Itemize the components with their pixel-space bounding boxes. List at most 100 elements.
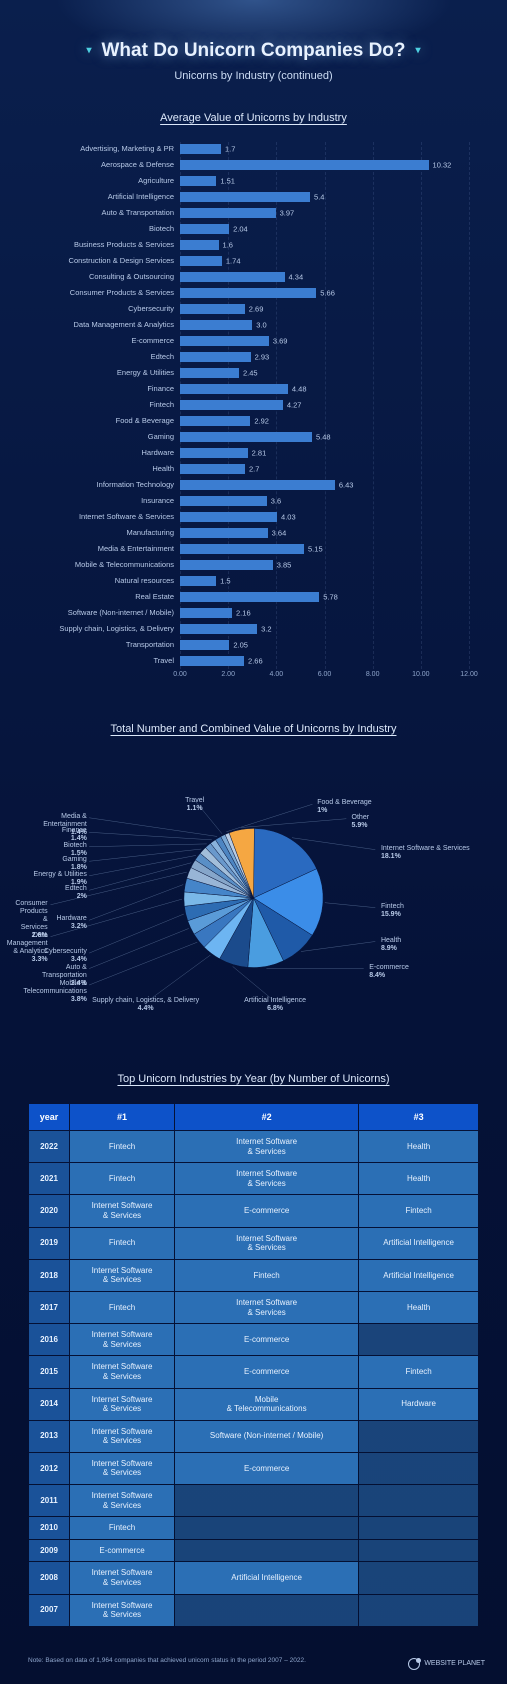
bar-label: Business Products & Services [28,240,180,249]
table-cell: 2016 [29,1324,69,1355]
bar [180,624,257,634]
bar-value: 2.16 [236,608,251,617]
x-tick: 0.00 [173,671,187,678]
bar-label: Consulting & Outsourcing [28,272,180,281]
bar [180,656,244,666]
bar-chart: Advertising, Marketing & PR1.7Aerospace … [28,142,479,683]
pie-label: Other5.9% [352,814,370,830]
footer-brand: WEBSITE PLANET [408,1658,485,1670]
table-cell: 2011 [29,1485,69,1516]
bar-value: 2.81 [252,448,267,457]
bar [180,432,312,442]
bar-row: Construction & Design Services1.74 [28,254,469,267]
main-title: What Do Unicorn Companies Do? [28,40,479,62]
bar-row: Finance4.48 [28,382,469,395]
bar-row: Biotech2.04 [28,222,469,235]
bar-label: Advertising, Marketing & PR [28,144,180,153]
bar-label: Auto & Transportation [28,208,180,217]
table-cell: Internet Software& Services [70,1356,174,1387]
table-cell: Internet Software& Services [70,1421,174,1452]
table-row: 2010Fintech [29,1517,478,1539]
bar-value: 1.51 [220,176,235,185]
bar-label: Food & Beverage [28,416,180,425]
bar [180,528,268,538]
bar-label: Consumer Products & Services [28,288,180,297]
pie-label: Fintech15.9% [381,903,404,919]
bar-value: 2.93 [255,352,270,361]
table-cell: Artificial Intelligence [175,1562,358,1593]
table-cell [359,1540,478,1562]
table-cell [359,1324,478,1355]
bar-row: Food & Beverage2.92 [28,414,469,427]
bar-label: Finance [28,384,180,393]
table-row: 2021FintechInternet Software& ServicesHe… [29,1163,478,1194]
table-cell [175,1540,358,1562]
bar-row: Aerospace & Defense10.32 [28,158,469,171]
table-cell [359,1562,478,1593]
bar-chart-title: Average Value of Unicorns by Industry [28,112,479,124]
bar [180,144,221,154]
table-cell [359,1421,478,1452]
table-cell [359,1485,478,1516]
table-cell: 2009 [29,1540,69,1562]
bar [180,368,239,378]
bar-label: E-commerce [28,336,180,345]
table-row: 2015Internet Software& ServicesE-commerc… [29,1356,478,1387]
bar [180,304,245,314]
bar-value: 1.5 [220,576,230,585]
bar-row: Media & Entertainment5.15 [28,542,469,555]
table-cell: Mobile& Telecommunications [175,1389,358,1420]
bar-row: Internet Software & Services4.03 [28,510,469,523]
bar-row: Manufacturing3.64 [28,526,469,539]
table-cell [175,1485,358,1516]
bar [180,448,248,458]
table-cell [175,1595,358,1626]
bar-label: Transportation [28,640,180,649]
bar [180,224,229,234]
bar-row: Energy & Utilities2.45 [28,366,469,379]
bar [180,416,250,426]
table-row: 2008Internet Software& ServicesArtificia… [29,1562,478,1593]
pie-label: Gaming1.8% [62,856,87,872]
bar-row: Consulting & Outsourcing4.34 [28,270,469,283]
table-header: #1 [70,1104,174,1130]
bar-label: Energy & Utilities [28,368,180,377]
table-title: Top Unicorn Industries by Year (by Numbe… [28,1073,479,1085]
bar-label: Edtech [28,352,180,361]
table-cell [175,1517,358,1539]
bar [180,160,429,170]
pie-label: Auto & Transportation3.4% [28,964,87,988]
bar-label: Hardware [28,448,180,457]
table-cell: Artificial Intelligence [359,1228,478,1259]
bar-value: 3.69 [273,336,288,345]
globe-icon [408,1658,420,1670]
bar-row: Edtech 2.93 [28,350,469,363]
bar [180,256,222,266]
bar [180,464,245,474]
bar-label: Cybersecurity [28,304,180,313]
table-cell: Health [359,1163,478,1194]
bar-label: Artificial Intelligence [28,192,180,201]
bar-value: 4.03 [281,512,296,521]
bar [180,640,229,650]
bar-value: 10.32 [433,160,452,169]
bar [180,384,288,394]
bar-label: Travel [28,656,180,665]
bar-value: 4.27 [287,400,302,409]
bar-value: 2.69 [249,304,264,313]
table-cell: 2014 [29,1389,69,1420]
bar-row: Travel2.66 [28,654,469,667]
bar [180,400,283,410]
table-cell: Internet Software& Services [175,1131,358,1162]
table-cell: Internet Software& Services [70,1595,174,1626]
table-cell: Fintech [359,1195,478,1226]
table-cell: Fintech [70,1517,174,1539]
bar-value: 3.97 [280,208,295,217]
table-row: 2013Internet Software& ServicesSoftware … [29,1421,478,1452]
table-cell: 2021 [29,1163,69,1194]
bar-value: 3.85 [277,560,292,569]
bar-row: Artificial Intelligence5.4 [28,190,469,203]
table-row: 2019FintechInternet Software& ServicesAr… [29,1228,478,1259]
bar-row: Data Management & Analytics3.0 [28,318,469,331]
bar-value: 1.6 [223,240,233,249]
